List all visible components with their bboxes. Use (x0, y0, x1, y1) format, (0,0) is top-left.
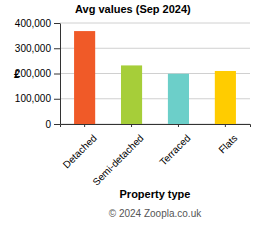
bar (168, 74, 189, 124)
bars (74, 31, 236, 124)
y-axis-title: £ (14, 68, 20, 80)
x-axis: DetachedSemi-detached Terraced Flats (61, 124, 251, 188)
x-tick-mark (225, 124, 226, 127)
x-tick-label: Detached (61, 132, 99, 170)
y-tick: 400,000 (15, 18, 60, 29)
x-tick: Flats (216, 124, 239, 155)
y-axis: 0 100,000 200,000 300,000 400,000 (15, 18, 61, 130)
x-axis-title: Property type (120, 188, 191, 200)
y-tick-label: 0 (45, 119, 51, 130)
y-tick-label: 400,000 (15, 18, 52, 29)
chart: 0 100,000 200,000 300,000 400,000 DetachedSem… (0, 0, 260, 225)
y-tick-label: 100,000 (15, 93, 52, 104)
y-tick-mark (54, 48, 60, 49)
y-tick: 0 (45, 119, 60, 130)
x-axis-line (61, 125, 251, 128)
x-tick: Detached (61, 124, 99, 170)
x-tick-label: Terraced (157, 132, 192, 167)
y-tick: 200,000 (15, 68, 60, 79)
x-tick-label: Semi-detached (90, 132, 145, 187)
y-tick-label: 200,000 (15, 68, 52, 79)
y-tick-mark (54, 23, 60, 24)
plot: 0 100,000 200,000 300,000 400,000 DetachedSem… (15, 18, 251, 188)
x-tick-mark (178, 124, 179, 127)
y-tick: 300,000 (15, 43, 60, 54)
y-tick-mark (54, 99, 60, 100)
x-tick-mark (131, 124, 132, 127)
bar (121, 65, 142, 124)
bar (74, 31, 95, 124)
y-axis-line (60, 24, 61, 125)
y-tick-mark (54, 124, 60, 125)
x-tick: Semi-detached (90, 124, 145, 188)
x-tick-label: Flats (216, 132, 239, 155)
grid (60, 23, 250, 124)
y-tick: 100,000 (15, 93, 60, 104)
annotation: © 2024 Zoopla.co.uk (109, 208, 202, 219)
y-tick-mark (54, 74, 60, 75)
grid-line (60, 23, 250, 24)
y-tick-label: 300,000 (15, 43, 52, 54)
bar (215, 71, 236, 124)
title: Avg values (Sep 2024) (75, 3, 191, 15)
x-tick-mark (84, 124, 85, 127)
x-tick: Terraced (157, 124, 192, 168)
